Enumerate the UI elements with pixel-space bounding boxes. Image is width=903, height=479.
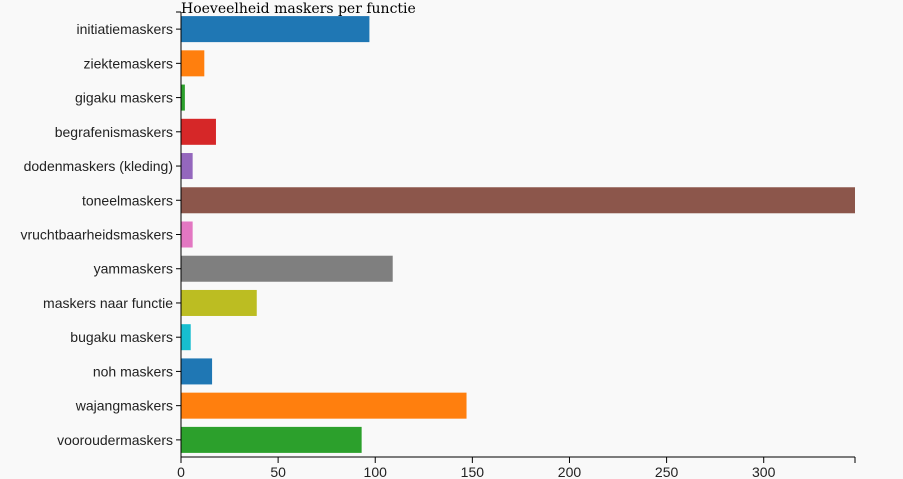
bar-10	[181, 358, 213, 385]
bar-3	[181, 118, 216, 145]
category-label: maskers naar functie	[43, 295, 173, 311]
category-label: yammaskers	[94, 261, 173, 277]
x-tick-label: 100	[364, 464, 388, 479]
bar-11	[181, 392, 467, 419]
category-label: noh maskers	[93, 363, 173, 379]
category-label: wajangmaskers	[75, 398, 173, 414]
x-tick-label: 0	[177, 464, 185, 479]
category-label: bugaku maskers	[70, 329, 173, 345]
bar-6	[181, 221, 193, 248]
bar-2	[181, 84, 185, 111]
category-label: dodenmaskers (kleding)	[24, 158, 173, 174]
category-label: ziektemaskers	[84, 55, 173, 71]
x-tick-label: 250	[655, 464, 679, 479]
category-label: vruchtbaarheidsmaskers	[20, 227, 173, 243]
category-label: initiatiemaskers	[77, 21, 173, 37]
bar-12	[181, 426, 362, 453]
bars-group	[181, 16, 855, 453]
category-label: toneelmaskers	[82, 192, 173, 208]
bar-9	[181, 324, 191, 351]
x-tick-label: 300	[752, 464, 776, 479]
bar-0	[181, 16, 370, 43]
y-axis: initiatiemaskers ziektemaskers gigaku mask…	[20, 11, 182, 457]
bar-4	[181, 153, 193, 180]
x-tick-label: 50	[270, 464, 286, 479]
bar-8	[181, 289, 257, 316]
bar-5	[181, 187, 855, 214]
category-label: gigaku maskers	[75, 90, 173, 106]
category-label: begrafenismaskers	[55, 124, 173, 140]
bar-1	[181, 50, 205, 77]
chart-title: Hoeveelheid maskers per functie	[181, 1, 416, 17]
category-label: vooroudermaskers	[57, 432, 173, 448]
x-axis: 0 50 100 150 200 250 300	[177, 456, 856, 479]
bar-7	[181, 255, 393, 282]
x-tick-label: 150	[461, 464, 485, 479]
x-tick-label: 200	[558, 464, 582, 479]
